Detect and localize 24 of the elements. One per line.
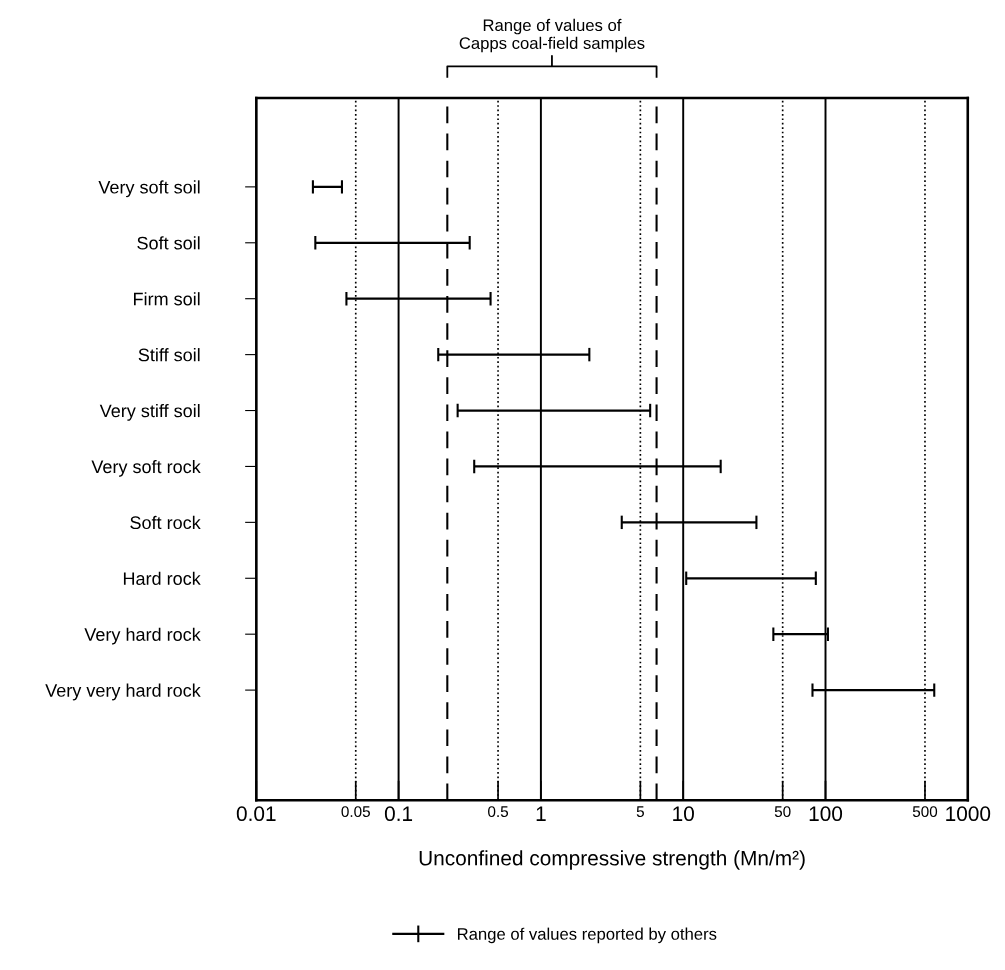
x-tick-label: 0.01 [236,806,276,822]
x-axis-title: Unconfined compressive strength (Mn/m²) [419,850,805,870]
x-tick-label: 100 [809,806,843,822]
y-tick-label: Very stiff soil [99,403,200,421]
y-tick-label: Very soft soil [98,180,200,198]
y-tick-label: Firm soil [134,292,200,306]
text: Range of values of Capps coal-field samples [459,18,645,53]
x-tick-label: 0.1 [384,806,413,822]
y-tick-label: Stiff soil [138,348,200,362]
x-tick-label: 1000 [946,806,991,822]
x-tick-label: 50 [774,806,791,818]
x-tick-label: 1 [536,806,546,821]
y-tick-label: Soft rock [130,515,201,530]
y-tick-label: Very soft rock [91,459,201,477]
y-tick-label: Very hard rock [84,627,201,645]
x-tick-label: 0.5 [488,806,509,818]
y-tick-label: Very very hard rock [45,683,201,701]
x-tick-label: 10 [673,806,694,822]
y-tick-label: Soft soil [137,236,200,250]
x-tick-label: 500 [912,806,938,818]
y-tick-label: Hard rock [123,571,201,585]
x-tick-label: 5 [636,806,644,818]
x-tick-label: 0.05 [341,806,370,818]
legend-label: Range of values reported by others [457,927,717,944]
